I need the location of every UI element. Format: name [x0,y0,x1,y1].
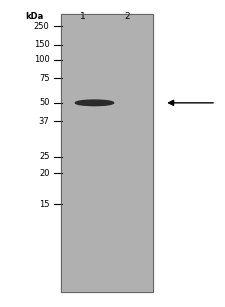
Bar [61,14,153,292]
Text: 15: 15 [39,200,50,209]
Text: 250: 250 [34,21,50,31]
Text: 25: 25 [39,152,50,161]
Bar [61,14,153,292]
Text: 75: 75 [39,74,50,83]
Text: 150: 150 [34,40,50,49]
Text: 50: 50 [39,98,50,107]
Text: 2: 2 [124,12,130,21]
Text: 100: 100 [34,55,50,64]
Text: 37: 37 [39,117,50,126]
Text: 1: 1 [80,12,86,21]
Ellipse shape [75,100,114,106]
Text: kDa: kDa [26,12,44,21]
Text: 20: 20 [39,169,50,178]
